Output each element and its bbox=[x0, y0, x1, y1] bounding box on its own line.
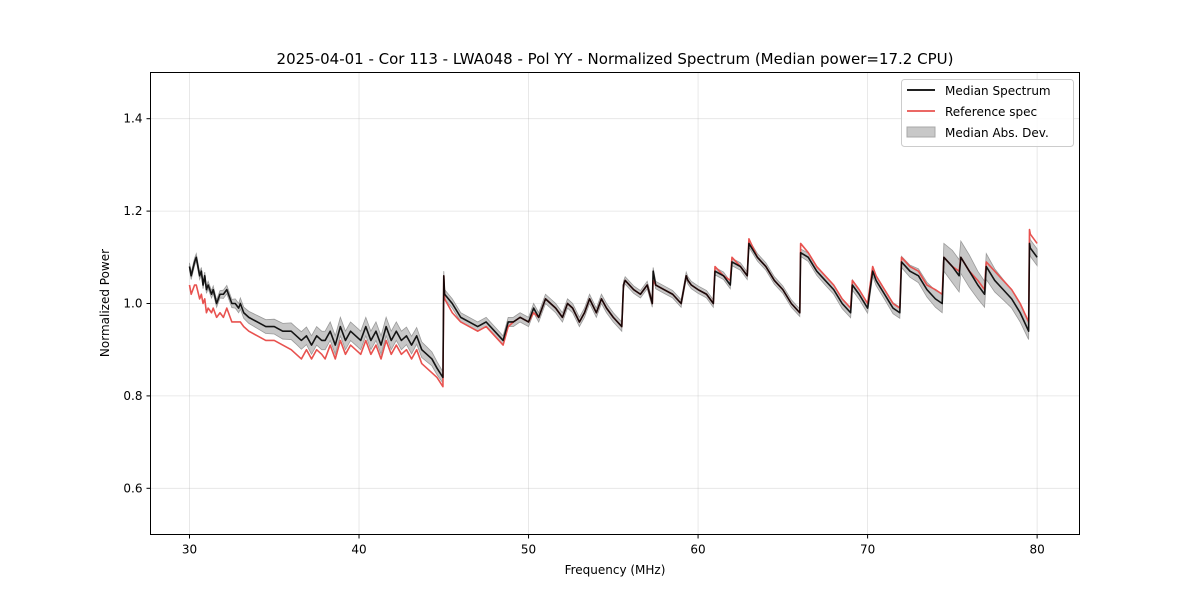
legend-label-mad: Median Abs. Dev. bbox=[945, 126, 1049, 140]
y-tick-label: 0.8 bbox=[123, 389, 142, 403]
y-tick-label: 1.4 bbox=[123, 112, 142, 126]
y-tick-label: 1.2 bbox=[123, 204, 142, 218]
legend-swatch-mad bbox=[906, 126, 936, 138]
x-axis-ticks: 30 40 50 60 70 80 bbox=[182, 534, 1045, 557]
x-tick-label: 50 bbox=[521, 543, 536, 557]
legend-label-median: Median Spectrum bbox=[945, 84, 1051, 98]
x-tick-label: 40 bbox=[351, 543, 366, 557]
x-tick-label: 30 bbox=[182, 543, 197, 557]
x-tick-label: 60 bbox=[690, 543, 705, 557]
mad-band bbox=[189, 235, 1038, 385]
legend: Median Spectrum Reference spec Median Ab… bbox=[901, 79, 1074, 147]
y-tick-label: 1.0 bbox=[123, 297, 142, 311]
legend-box bbox=[901, 79, 1074, 147]
x-axis-label: Frequency (MHz) bbox=[565, 563, 666, 577]
x-tick-label: 80 bbox=[1029, 543, 1044, 557]
y-axis-ticks: 0.6 0.8 1.0 1.2 1.4 bbox=[123, 112, 151, 495]
x-tick-label: 70 bbox=[860, 543, 875, 557]
y-tick-label: 0.6 bbox=[123, 481, 142, 495]
median-spectrum-line bbox=[188, 242, 1038, 379]
series-line-layer bbox=[188, 228, 1038, 388]
legend-label-reference: Reference spec bbox=[945, 105, 1037, 119]
chart-title: 2025-04-01 - Cor 113 - LWA048 - Pol YY -… bbox=[277, 50, 954, 68]
y-axis-label: Normalized Power bbox=[98, 249, 112, 357]
mad-band-layer bbox=[189, 235, 1038, 385]
